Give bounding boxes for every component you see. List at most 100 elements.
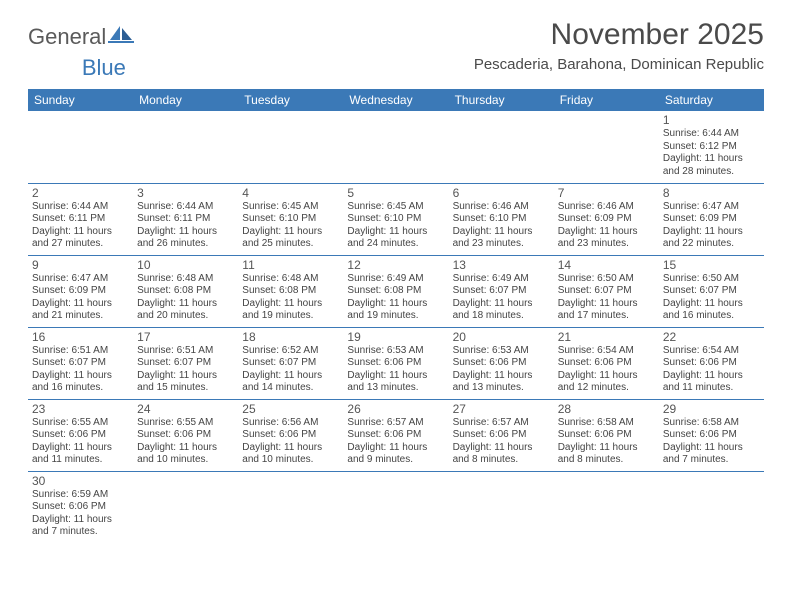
weekday-header: Wednesday — [343, 89, 448, 111]
day-info: Sunrise: 6:59 AMSunset: 6:06 PMDaylight:… — [32, 489, 129, 539]
calendar-cell: 7Sunrise: 6:46 AMSunset: 6:09 PMDaylight… — [554, 183, 659, 255]
day-number: 12 — [347, 258, 444, 272]
calendar-cell-empty — [238, 471, 343, 543]
day-info: Sunrise: 6:51 AMSunset: 6:07 PMDaylight:… — [32, 345, 129, 395]
calendar-cell: 30Sunrise: 6:59 AMSunset: 6:06 PMDayligh… — [28, 471, 133, 543]
calendar-cell: 9Sunrise: 6:47 AMSunset: 6:09 PMDaylight… — [28, 255, 133, 327]
day-number: 2 — [32, 186, 129, 200]
calendar-cell: 22Sunrise: 6:54 AMSunset: 6:06 PMDayligh… — [659, 327, 764, 399]
calendar-page: General November 2025 Pescaderia, Baraho… — [0, 0, 792, 553]
day-info: Sunrise: 6:58 AMSunset: 6:06 PMDaylight:… — [663, 417, 760, 467]
day-number: 4 — [242, 186, 339, 200]
day-number: 14 — [558, 258, 655, 272]
calendar-cell: 3Sunrise: 6:44 AMSunset: 6:11 PMDaylight… — [133, 183, 238, 255]
day-number: 26 — [347, 402, 444, 416]
calendar-cell-empty — [659, 471, 764, 543]
calendar-cell: 26Sunrise: 6:57 AMSunset: 6:06 PMDayligh… — [343, 399, 448, 471]
day-number: 7 — [558, 186, 655, 200]
day-info: Sunrise: 6:44 AMSunset: 6:12 PMDaylight:… — [663, 128, 760, 178]
calendar-row: 23Sunrise: 6:55 AMSunset: 6:06 PMDayligh… — [28, 399, 764, 471]
day-info: Sunrise: 6:55 AMSunset: 6:06 PMDaylight:… — [137, 417, 234, 467]
day-info: Sunrise: 6:49 AMSunset: 6:07 PMDaylight:… — [453, 273, 550, 323]
calendar-cell: 24Sunrise: 6:55 AMSunset: 6:06 PMDayligh… — [133, 399, 238, 471]
weekday-header: Sunday — [28, 89, 133, 111]
day-info: Sunrise: 6:57 AMSunset: 6:06 PMDaylight:… — [453, 417, 550, 467]
title-block: November 2025 Pescaderia, Barahona, Domi… — [474, 18, 764, 73]
calendar-cell: 23Sunrise: 6:55 AMSunset: 6:06 PMDayligh… — [28, 399, 133, 471]
calendar-cell: 15Sunrise: 6:50 AMSunset: 6:07 PMDayligh… — [659, 255, 764, 327]
day-number: 1 — [663, 113, 760, 127]
calendar-header-row: SundayMondayTuesdayWednesdayThursdayFrid… — [28, 89, 764, 111]
day-info: Sunrise: 6:47 AMSunset: 6:09 PMDaylight:… — [663, 201, 760, 251]
day-number: 3 — [137, 186, 234, 200]
calendar-cell: 27Sunrise: 6:57 AMSunset: 6:06 PMDayligh… — [449, 399, 554, 471]
day-number: 15 — [663, 258, 760, 272]
calendar-cell-empty — [554, 471, 659, 543]
day-info: Sunrise: 6:56 AMSunset: 6:06 PMDaylight:… — [242, 417, 339, 467]
day-number: 27 — [453, 402, 550, 416]
day-info: Sunrise: 6:55 AMSunset: 6:06 PMDaylight:… — [32, 417, 129, 467]
calendar-cell-empty — [449, 471, 554, 543]
calendar-cell: 1Sunrise: 6:44 AMSunset: 6:12 PMDaylight… — [659, 111, 764, 183]
calendar-cell: 2Sunrise: 6:44 AMSunset: 6:11 PMDaylight… — [28, 183, 133, 255]
day-number: 17 — [137, 330, 234, 344]
day-info: Sunrise: 6:49 AMSunset: 6:08 PMDaylight:… — [347, 273, 444, 323]
calendar-row: 16Sunrise: 6:51 AMSunset: 6:07 PMDayligh… — [28, 327, 764, 399]
calendar-cell: 5Sunrise: 6:45 AMSunset: 6:10 PMDaylight… — [343, 183, 448, 255]
calendar-cell: 17Sunrise: 6:51 AMSunset: 6:07 PMDayligh… — [133, 327, 238, 399]
calendar-cell: 12Sunrise: 6:49 AMSunset: 6:08 PMDayligh… — [343, 255, 448, 327]
day-number: 11 — [242, 258, 339, 272]
day-info: Sunrise: 6:50 AMSunset: 6:07 PMDaylight:… — [558, 273, 655, 323]
calendar-row: 30Sunrise: 6:59 AMSunset: 6:06 PMDayligh… — [28, 471, 764, 543]
calendar-cell-empty — [238, 111, 343, 183]
brand-part2: Blue — [82, 55, 126, 81]
day-number: 5 — [347, 186, 444, 200]
sail-icon — [108, 24, 134, 50]
weekday-header: Monday — [133, 89, 238, 111]
calendar-table: SundayMondayTuesdayWednesdayThursdayFrid… — [28, 89, 764, 543]
day-info: Sunrise: 6:53 AMSunset: 6:06 PMDaylight:… — [453, 345, 550, 395]
weekday-header: Thursday — [449, 89, 554, 111]
day-info: Sunrise: 6:57 AMSunset: 6:06 PMDaylight:… — [347, 417, 444, 467]
day-info: Sunrise: 6:58 AMSunset: 6:06 PMDaylight:… — [558, 417, 655, 467]
day-info: Sunrise: 6:44 AMSunset: 6:11 PMDaylight:… — [32, 201, 129, 251]
day-info: Sunrise: 6:48 AMSunset: 6:08 PMDaylight:… — [242, 273, 339, 323]
calendar-cell: 25Sunrise: 6:56 AMSunset: 6:06 PMDayligh… — [238, 399, 343, 471]
day-info: Sunrise: 6:45 AMSunset: 6:10 PMDaylight:… — [242, 201, 339, 251]
day-number: 13 — [453, 258, 550, 272]
calendar-cell: 4Sunrise: 6:45 AMSunset: 6:10 PMDaylight… — [238, 183, 343, 255]
location-text: Pescaderia, Barahona, Dominican Republic — [474, 56, 764, 73]
day-number: 21 — [558, 330, 655, 344]
day-number: 28 — [558, 402, 655, 416]
weekday-header: Saturday — [659, 89, 764, 111]
day-info: Sunrise: 6:52 AMSunset: 6:07 PMDaylight:… — [242, 345, 339, 395]
day-info: Sunrise: 6:46 AMSunset: 6:09 PMDaylight:… — [558, 201, 655, 251]
day-number: 29 — [663, 402, 760, 416]
day-info: Sunrise: 6:54 AMSunset: 6:06 PMDaylight:… — [558, 345, 655, 395]
calendar-cell: 13Sunrise: 6:49 AMSunset: 6:07 PMDayligh… — [449, 255, 554, 327]
calendar-cell: 14Sunrise: 6:50 AMSunset: 6:07 PMDayligh… — [554, 255, 659, 327]
calendar-cell: 16Sunrise: 6:51 AMSunset: 6:07 PMDayligh… — [28, 327, 133, 399]
calendar-cell: 20Sunrise: 6:53 AMSunset: 6:06 PMDayligh… — [449, 327, 554, 399]
day-number: 10 — [137, 258, 234, 272]
calendar-row: 1Sunrise: 6:44 AMSunset: 6:12 PMDaylight… — [28, 111, 764, 183]
calendar-cell: 6Sunrise: 6:46 AMSunset: 6:10 PMDaylight… — [449, 183, 554, 255]
day-number: 6 — [453, 186, 550, 200]
calendar-cell: 19Sunrise: 6:53 AMSunset: 6:06 PMDayligh… — [343, 327, 448, 399]
day-number: 9 — [32, 258, 129, 272]
day-info: Sunrise: 6:54 AMSunset: 6:06 PMDaylight:… — [663, 345, 760, 395]
day-number: 18 — [242, 330, 339, 344]
calendar-cell-empty — [449, 111, 554, 183]
day-info: Sunrise: 6:44 AMSunset: 6:11 PMDaylight:… — [137, 201, 234, 251]
day-number: 8 — [663, 186, 760, 200]
day-info: Sunrise: 6:50 AMSunset: 6:07 PMDaylight:… — [663, 273, 760, 323]
day-number: 30 — [32, 474, 129, 488]
day-info: Sunrise: 6:45 AMSunset: 6:10 PMDaylight:… — [347, 201, 444, 251]
weekday-header: Friday — [554, 89, 659, 111]
day-number: 20 — [453, 330, 550, 344]
calendar-cell: 28Sunrise: 6:58 AMSunset: 6:06 PMDayligh… — [554, 399, 659, 471]
calendar-cell-empty — [28, 111, 133, 183]
calendar-row: 9Sunrise: 6:47 AMSunset: 6:09 PMDaylight… — [28, 255, 764, 327]
logo: General — [28, 24, 134, 50]
brand-part1: General — [28, 24, 106, 50]
